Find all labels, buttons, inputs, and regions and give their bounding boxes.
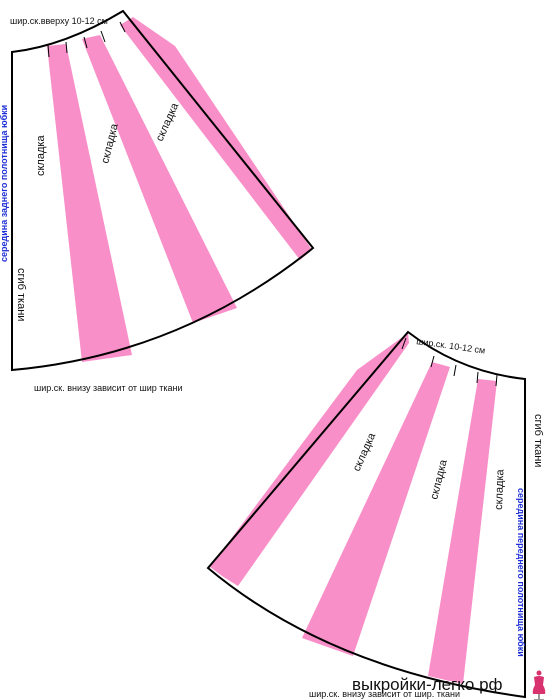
front-top-width-note: шир.ск. 10-12 см — [416, 336, 486, 356]
dress-form-icon — [532, 670, 546, 700]
back-pleat-mark-5 — [119, 21, 126, 33]
front-bottom-width-note: шир.ск. внизу зависит от шир. ткани — [309, 689, 460, 699]
front-center-label: середина переднего полотнища юбки — [516, 488, 526, 657]
front-pleat-label-2: складка — [428, 458, 450, 501]
back-pleat-mark-3 — [83, 36, 88, 49]
back-pleat-mark-2 — [65, 41, 68, 54]
front-pleat-label-3: складка — [493, 468, 506, 510]
watermark-site-text: выкройки-легко.рф — [352, 675, 503, 694]
watermark: выкройки-легко.рф — [352, 670, 546, 700]
back-fold-label: сгиб ткани — [15, 268, 27, 321]
back-bottom-width-note: шир.ск. внизу зависит от шир ткани — [34, 383, 183, 393]
front-pleat-mark-4 — [476, 371, 479, 384]
front-fold-label: сгиб ткани — [532, 414, 544, 467]
back-center-label: середина заднего полотнища юбки — [0, 105, 9, 262]
front-pleat-strip-1 — [210, 333, 409, 586]
back-pleat-strip-1 — [47, 44, 132, 362]
front-panel: шир.ск. 10-12 см складка складка складка… — [206, 330, 544, 699]
front-pleat-mark-2 — [430, 355, 435, 368]
back-panel: шир.ск.вверху 10-12 см складка складка с… — [0, 9, 315, 393]
front-pleat-mark-5 — [495, 374, 498, 387]
back-pleat-label-3: складка — [154, 100, 182, 143]
back-pleat-mark-1 — [47, 44, 50, 58]
back-panel-outline — [11, 9, 315, 372]
back-pleat-mark-4 — [100, 30, 106, 43]
front-pleat-strip-3 — [428, 379, 497, 684]
front-pleat-mark-1 — [401, 337, 407, 350]
front-pleat-strip-2 — [302, 362, 450, 656]
front-pleat-mark-3 — [453, 364, 457, 377]
back-pleat-label-2: складка — [99, 122, 121, 165]
front-panel-outline — [206, 330, 526, 699]
back-pleat-strip-3 — [120, 17, 312, 260]
back-pleat-label-1: складка — [35, 135, 47, 176]
back-pleat-strip-2 — [82, 35, 237, 323]
front-pleat-label-1: складка — [351, 430, 379, 473]
back-top-width-note: шир.ск.вверху 10-12 см — [10, 16, 108, 26]
